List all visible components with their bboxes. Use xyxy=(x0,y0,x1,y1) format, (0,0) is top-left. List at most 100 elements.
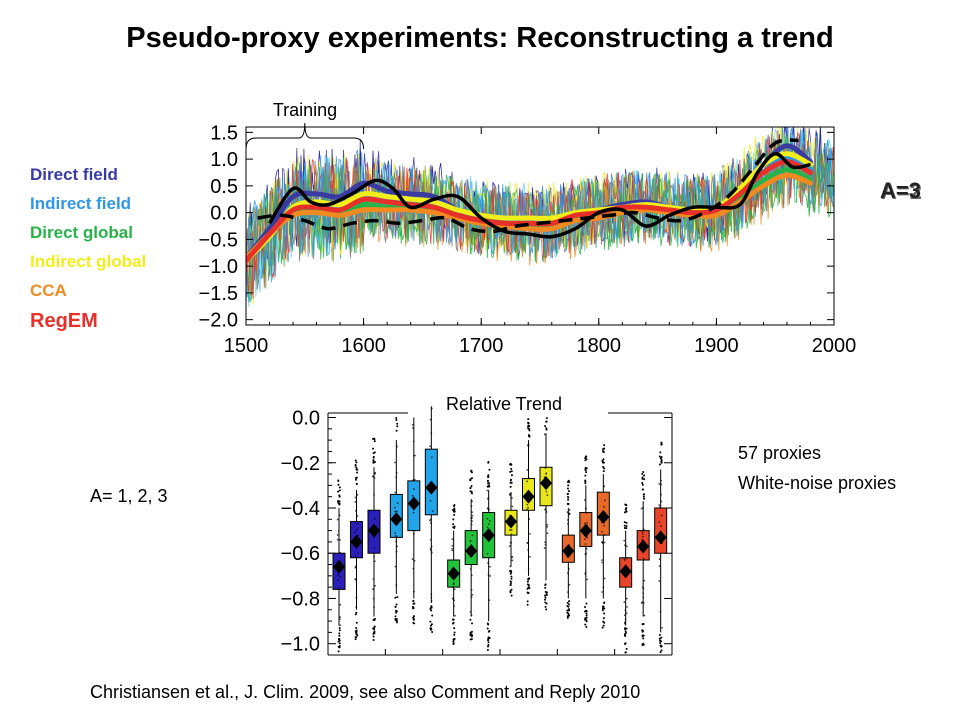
outlier-point xyxy=(355,461,358,464)
sample-point xyxy=(529,532,531,535)
outlier-point xyxy=(337,500,340,503)
outlier-point xyxy=(526,583,529,586)
outlier-point xyxy=(602,470,605,473)
outlier-point xyxy=(453,631,456,634)
sample-point xyxy=(529,555,531,558)
outlier-point xyxy=(624,651,627,654)
sample-point xyxy=(641,535,644,538)
sample-point xyxy=(567,519,569,521)
sample-point xyxy=(527,548,530,551)
sample-point xyxy=(601,561,604,564)
outlier-point xyxy=(566,503,569,506)
sample-point xyxy=(489,565,491,568)
sample-point xyxy=(429,445,432,448)
sample-point xyxy=(339,603,342,606)
outlier-point xyxy=(373,618,376,621)
outlier-point xyxy=(509,584,512,587)
x-tick-label: 1600 xyxy=(341,335,386,357)
outlier-point xyxy=(354,613,357,616)
outlier-point xyxy=(470,470,473,473)
outlier-point xyxy=(584,474,587,477)
outlier-point xyxy=(623,511,626,514)
sample-point xyxy=(372,597,375,600)
sample-point xyxy=(623,539,626,542)
sample-point xyxy=(640,507,643,510)
sample-point xyxy=(355,596,358,599)
outlier-point xyxy=(487,623,490,626)
outlier-point xyxy=(545,420,548,423)
outlier-point xyxy=(337,490,340,493)
outlier-point xyxy=(584,610,587,613)
outlier-point xyxy=(625,647,628,650)
outlier-point xyxy=(470,635,473,638)
sample-point xyxy=(526,508,528,511)
outlier-point xyxy=(567,603,570,606)
box-mean-marker xyxy=(562,543,575,558)
box-mean-marker xyxy=(597,510,610,525)
training-label: Training xyxy=(273,100,337,120)
sample-point xyxy=(357,552,359,555)
outlier-point xyxy=(585,625,588,628)
outlier-point xyxy=(623,524,626,527)
outlier-point xyxy=(487,461,490,464)
sample-point xyxy=(452,583,455,586)
box-mean-marker xyxy=(350,534,363,549)
outlier-point xyxy=(602,620,605,623)
outlier-point xyxy=(356,471,359,474)
outlier-point xyxy=(660,461,663,464)
sample-point xyxy=(508,545,511,548)
outlier-point xyxy=(625,510,628,513)
sample-point xyxy=(584,553,587,556)
outlier-point xyxy=(526,587,529,590)
sample-point xyxy=(603,524,605,527)
outlier-point xyxy=(373,625,376,628)
outlier-point xyxy=(527,578,530,581)
outlier-point xyxy=(430,605,433,608)
outlier-point xyxy=(395,603,398,606)
outlier-point xyxy=(469,618,472,621)
outlier-point xyxy=(526,592,529,595)
outlier-point xyxy=(584,481,587,484)
sample-point xyxy=(603,534,606,536)
outlier-point xyxy=(601,609,604,612)
y-tick-label: −0.8 xyxy=(281,588,320,610)
sample-point xyxy=(586,521,589,524)
sample-point xyxy=(546,523,549,526)
sample-point xyxy=(454,614,456,617)
box-mean-marker xyxy=(447,566,460,581)
outlier-point xyxy=(453,503,456,506)
outlier-point xyxy=(625,506,628,509)
outlier-point xyxy=(544,598,547,601)
outlier-point xyxy=(623,633,626,636)
outlier-point xyxy=(372,639,375,642)
sample-point xyxy=(355,528,358,531)
sample-point xyxy=(395,584,398,587)
box-plot xyxy=(654,441,668,654)
box-plot xyxy=(424,406,438,633)
outlier-point xyxy=(509,478,512,481)
outlier-point xyxy=(566,604,569,607)
citation: Christiansen et al., J. Clim. 2009, see … xyxy=(90,682,641,702)
sample-point xyxy=(643,614,646,617)
sample-point xyxy=(411,423,414,426)
sample-point xyxy=(546,525,549,528)
sample-point xyxy=(412,511,415,514)
sample-point xyxy=(356,493,359,496)
sample-point xyxy=(488,599,491,602)
outlier-point xyxy=(486,485,489,488)
sample-point xyxy=(660,493,662,496)
outlier-point xyxy=(394,596,397,599)
outlier-point xyxy=(544,425,547,428)
sample-point xyxy=(373,517,376,520)
sample-point xyxy=(451,547,454,550)
x-tick-label: 2000 xyxy=(812,335,857,357)
sample-point xyxy=(486,526,489,529)
sample-point xyxy=(511,497,513,499)
sample-point xyxy=(413,590,415,593)
outlier-point xyxy=(470,630,473,633)
outlier-point xyxy=(354,638,357,641)
sample-point xyxy=(429,518,432,521)
outlier-point xyxy=(510,474,513,477)
smoothed-series-line xyxy=(246,172,813,261)
sample-point xyxy=(601,591,603,593)
